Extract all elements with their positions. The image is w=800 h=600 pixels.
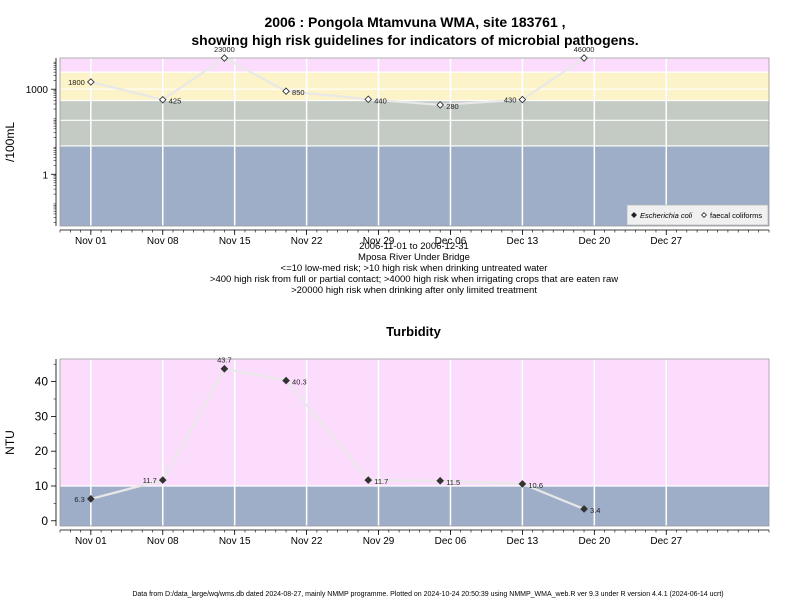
y-tick-label: 1	[42, 170, 48, 181]
data-label-1: 425	[169, 97, 182, 106]
note-line-2: <=10 low-med risk; >10 high risk when dr…	[281, 263, 548, 274]
data-point-5	[436, 101, 445, 109]
y-tick-label: 30	[35, 409, 49, 423]
risk-band-5	[60, 58, 769, 73]
x-tick-label: Dec 27	[650, 536, 682, 547]
risk-band-3	[60, 89, 769, 101]
data-point-4	[364, 476, 373, 484]
y-axis-title: /100mL	[3, 122, 17, 162]
data-point-2	[220, 364, 229, 373]
data-point-0	[86, 78, 95, 86]
data-label-2: 23000	[214, 45, 235, 54]
data-point-4	[364, 95, 373, 104]
data-label-4: 11.7	[374, 477, 388, 486]
data-label-7: 3.4	[590, 506, 600, 515]
x-tick-label: Dec 06	[435, 236, 467, 247]
data-point-6	[518, 480, 527, 488]
risk-band-4	[60, 72, 769, 90]
y-tick-label: 20	[35, 444, 49, 458]
x-tick-label: Nov 22	[291, 536, 323, 547]
x-tick-label: Nov 01	[75, 236, 107, 247]
note-line-1: Mposa River Under Bridge	[358, 252, 470, 263]
data-point-0	[86, 495, 95, 503]
legend-label-1: faecal coliforms	[710, 211, 762, 220]
risk-band-1	[60, 120, 769, 146]
panel-title: Turbidity	[386, 324, 441, 339]
x-tick-label: Nov 29	[363, 236, 395, 247]
x-tick-label: Dec 20	[578, 236, 610, 247]
data-label-5: 11.5	[446, 478, 460, 487]
y-tick-label: 1000	[26, 85, 49, 96]
series-line	[90, 367, 585, 511]
x-tick-label: Nov 15	[219, 236, 251, 247]
x-tick-label: Dec 20	[578, 536, 610, 547]
data-point-1	[158, 95, 167, 104]
data-point-5	[436, 476, 445, 485]
data-label-3: 40.3	[292, 378, 307, 387]
data-point-7	[580, 54, 588, 62]
data-point-6	[518, 95, 527, 104]
microbial-pathogens-chart: Nov 01 Nov 08 Nov 15 Nov 22 Nov 29 Dec 06 Dec …	[3, 45, 770, 247]
y-tick-label: 10	[35, 479, 49, 493]
x-tick-label: Dec 13	[507, 236, 539, 247]
x-tick-label: Nov 01	[75, 536, 107, 547]
y-axis-title: NTU	[3, 430, 17, 455]
x-tick-label: Nov 08	[147, 536, 179, 547]
note-line-0: 2006-11-01 to 2006-12-31	[359, 241, 469, 252]
x-tick-label: Nov 15	[219, 536, 251, 547]
x-tick-label: Dec 27	[650, 236, 682, 247]
data-label-0: 6.3	[74, 495, 84, 504]
series-line	[90, 56, 585, 107]
data-label-6: 10.6	[528, 481, 543, 490]
data-source-footer: Data from D:/data_large/wq/wms.db dated …	[132, 591, 723, 598]
data-point-3	[282, 87, 290, 96]
data-label-5: 280	[446, 102, 459, 111]
data-label-7: 46000	[574, 45, 595, 54]
data-label-2: 43.7	[217, 356, 232, 365]
legend-label-0: Escherichia coli	[640, 211, 692, 220]
data-point-3	[282, 376, 290, 385]
figure-title-line1: 2006 : Pongola Mtamvuna WMA, site 183761…	[264, 14, 565, 30]
risk-band-2	[60, 100, 769, 121]
legend-box	[626, 204, 769, 226]
x-tick-label: Nov 29	[363, 536, 395, 547]
data-label-1: 11.7	[143, 476, 157, 485]
x-tick-label: Nov 08	[147, 236, 179, 247]
y-tick-label: 0	[41, 514, 48, 528]
data-label-4: 440	[374, 96, 387, 105]
x-tick-label: Dec 13	[507, 536, 539, 547]
data-point-7	[580, 505, 588, 513]
legend-marker-1	[701, 212, 707, 218]
y-tick-label: 40	[35, 375, 49, 389]
data-point-1	[158, 476, 167, 484]
data-label-0: 1800	[68, 78, 85, 87]
data-point-2	[220, 54, 229, 62]
data-label-6: 430	[504, 96, 517, 105]
figure-title-line2: showing high risk guidelines for indicat…	[191, 32, 638, 48]
legend-marker-0	[631, 212, 637, 218]
x-tick-label: Dec 06	[435, 536, 467, 547]
data-label-3: 850	[292, 88, 305, 97]
note-line-4: >20000 high risk when drinking after onl…	[291, 285, 537, 296]
x-tick-label: Nov 22	[291, 236, 323, 247]
plot-frame	[59, 57, 770, 227]
risk-band-1	[60, 359, 769, 486]
plot-frame	[59, 358, 770, 527]
note-line-3: >400 high risk from full or partial cont…	[210, 274, 618, 285]
risk-band-0	[60, 485, 769, 526]
turbidity-chart: Nov 01 Nov 08 Nov 15 Nov 22 Nov 29 Dec 06 Dec …	[3, 324, 770, 547]
